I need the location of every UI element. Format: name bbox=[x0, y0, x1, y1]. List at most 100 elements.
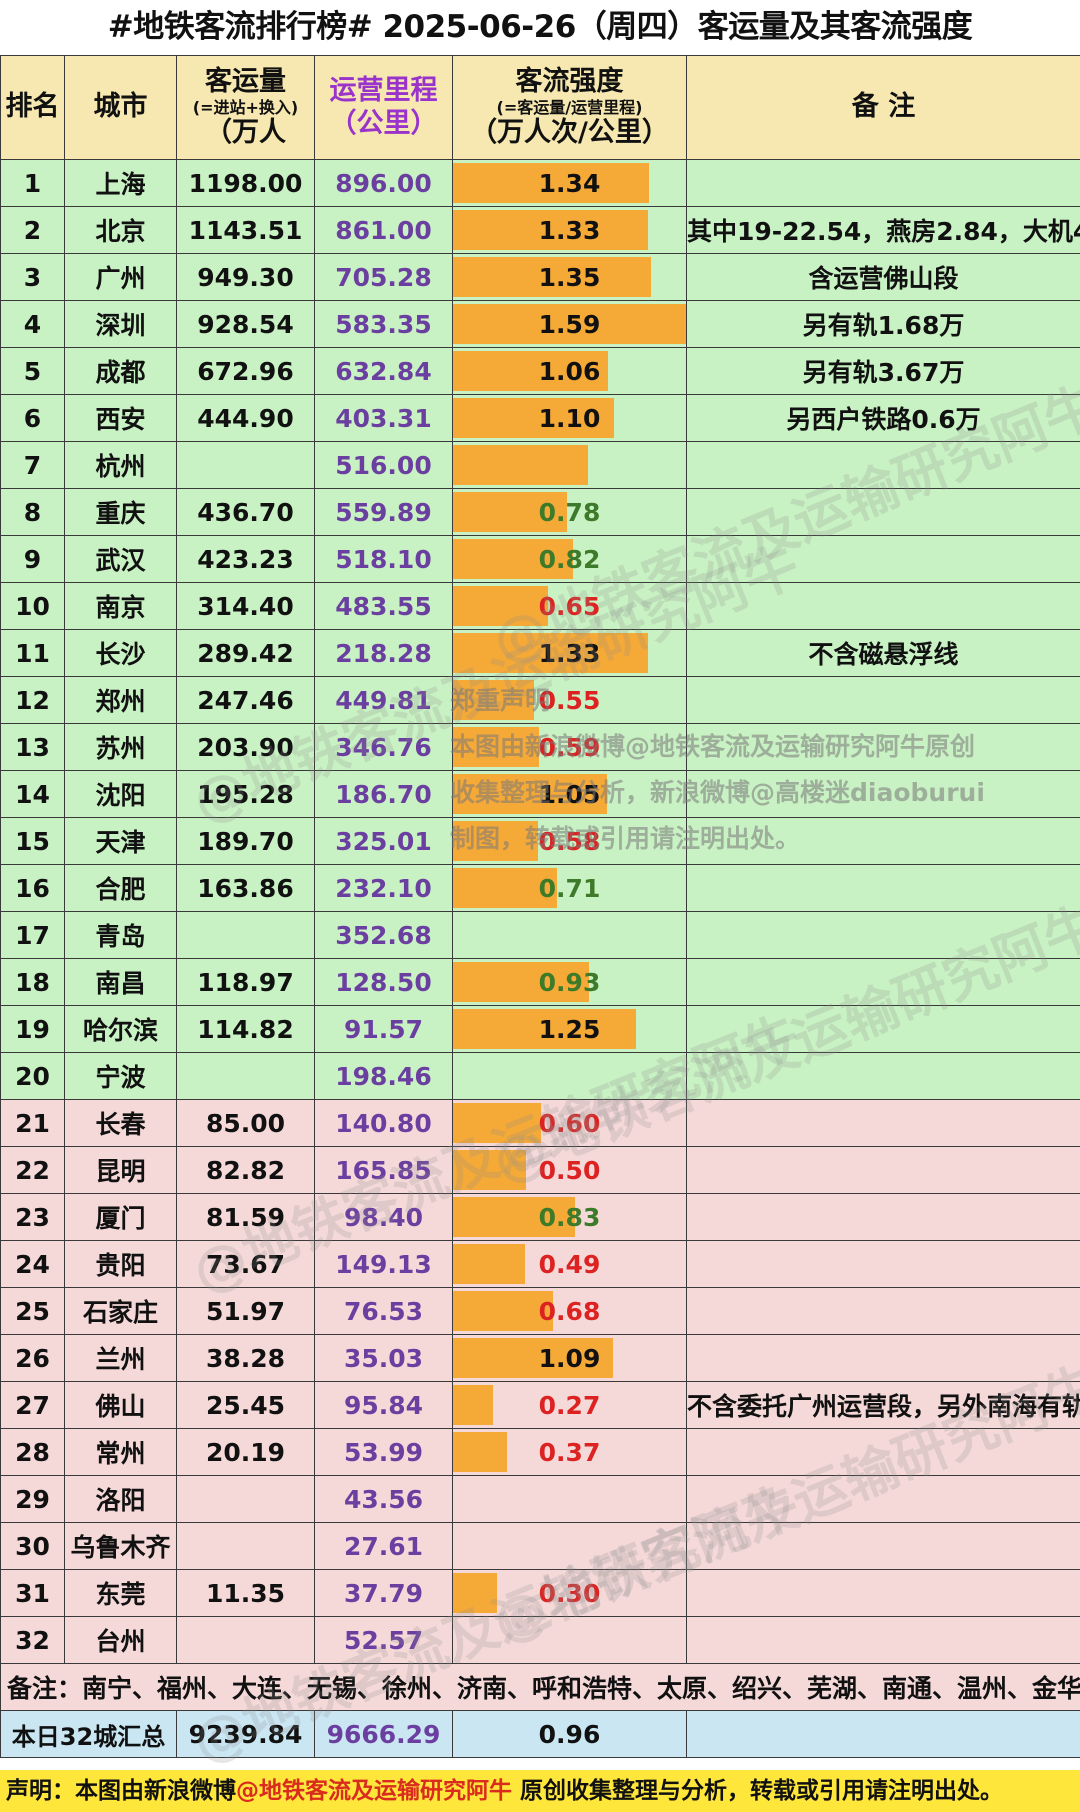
table-row: 6 西安 444.90 403.31 1.10 另西户铁路0.6万 bbox=[0, 394, 1080, 442]
ridership-cell: 672.96 bbox=[176, 347, 315, 395]
km-cell: 516.00 bbox=[314, 441, 453, 489]
table-row: 1 上海 1198.00 896.00 1.34 bbox=[0, 159, 1080, 207]
rank-cell: 30 bbox=[0, 1522, 65, 1570]
city-cell: 哈尔滨 bbox=[64, 1005, 177, 1053]
intensity-value: 0.83 bbox=[538, 1202, 601, 1232]
city-cell: 成都 bbox=[64, 347, 177, 395]
rank-cell: 3 bbox=[0, 253, 65, 301]
intensity-value: 0.58 bbox=[538, 826, 601, 856]
rank-cell: 29 bbox=[0, 1475, 65, 1523]
intensity-bar bbox=[453, 1432, 507, 1472]
ridership-cell bbox=[176, 911, 315, 959]
rank-cell: 21 bbox=[0, 1099, 65, 1147]
note-cell bbox=[686, 488, 1080, 536]
header-intensity: 客流强度 (=客运量/运营里程) （万人次/公里） bbox=[452, 55, 687, 160]
rank-cell: 7 bbox=[0, 441, 65, 489]
intensity-cell: 0.65 bbox=[452, 582, 687, 630]
rank-cell: 23 bbox=[0, 1193, 65, 1241]
km-cell: 861.00 bbox=[314, 206, 453, 254]
intensity-cell bbox=[452, 1522, 687, 1570]
km-cell: 559.89 bbox=[314, 488, 453, 536]
km-cell: 352.68 bbox=[314, 911, 453, 959]
ridership-cell: 1198.00 bbox=[176, 159, 315, 207]
intensity-cell: 0.50 bbox=[452, 1146, 687, 1194]
km-cell: 449.81 bbox=[314, 676, 453, 724]
note-cell bbox=[686, 958, 1080, 1006]
intensity-value: 0.65 bbox=[538, 591, 601, 621]
city-cell: 青岛 bbox=[64, 911, 177, 959]
note-cell bbox=[686, 1052, 1080, 1100]
intensity-cell: 0.71 bbox=[452, 864, 687, 912]
intensity-cell: 1.06 bbox=[452, 347, 687, 395]
intensity-value: 0.50 bbox=[538, 1155, 601, 1185]
intensity-cell: 0.68 bbox=[452, 1287, 687, 1335]
ridership-cell: 195.28 bbox=[176, 770, 315, 818]
rank-cell: 2 bbox=[0, 206, 65, 254]
city-cell: 东莞 bbox=[64, 1569, 177, 1617]
intensity-cell: 1.09 bbox=[452, 1334, 687, 1382]
intensity-bar bbox=[453, 962, 589, 1002]
rank-cell: 4 bbox=[0, 300, 65, 348]
table-row: 17 青岛 352.68 bbox=[0, 911, 1080, 959]
total-ridership: 9239.84 bbox=[176, 1710, 315, 1758]
intensity-value: 0.71 bbox=[538, 873, 601, 903]
city-cell: 贵阳 bbox=[64, 1240, 177, 1288]
intensity-value: 0.27 bbox=[538, 1390, 601, 1420]
intensity-bar bbox=[453, 1244, 525, 1284]
table-row: 31 东莞 11.35 37.79 0.30 bbox=[0, 1569, 1080, 1617]
km-cell: 632.84 bbox=[314, 347, 453, 395]
km-cell: 483.55 bbox=[314, 582, 453, 630]
ridership-cell: 51.97 bbox=[176, 1287, 315, 1335]
city-cell: 郑州 bbox=[64, 676, 177, 724]
city-cell: 重庆 bbox=[64, 488, 177, 536]
city-cell: 杭州 bbox=[64, 441, 177, 489]
intensity-cell: 0.58 bbox=[452, 817, 687, 865]
rank-cell: 13 bbox=[0, 723, 65, 771]
footer-suffix: 原创收集整理与分析，转载或引用请注明出处。 bbox=[512, 1778, 1004, 1804]
intensity-value: 1.59 bbox=[538, 309, 601, 339]
intensity-cell: 0.37 bbox=[452, 1428, 687, 1476]
intensity-bar bbox=[453, 633, 648, 673]
city-cell: 合肥 bbox=[64, 864, 177, 912]
intensity-cell: 0.78 bbox=[452, 488, 687, 536]
intensity-bar bbox=[453, 1150, 526, 1190]
table-row: 21 长春 85.00 140.80 0.60 bbox=[0, 1099, 1080, 1147]
ridership-cell: 423.23 bbox=[176, 535, 315, 583]
city-cell: 厦门 bbox=[64, 1193, 177, 1241]
note-cell bbox=[686, 1522, 1080, 1570]
ridership-cell: 1143.51 bbox=[176, 206, 315, 254]
city-cell: 西安 bbox=[64, 394, 177, 442]
table-row: 3 广州 949.30 705.28 1.35 含运营佛山段 bbox=[0, 253, 1080, 301]
city-cell: 洛阳 bbox=[64, 1475, 177, 1523]
city-cell: 常州 bbox=[64, 1428, 177, 1476]
note-cell: 不含委托广州运营段，另外南海有轨2.17万 bbox=[686, 1381, 1080, 1429]
table-row: 2 北京 1143.51 861.00 1.33 其中19-22.54，燕房2.84，大机… bbox=[0, 206, 1080, 254]
ridership-cell: 436.70 bbox=[176, 488, 315, 536]
table-row: 20 宁波 198.46 bbox=[0, 1052, 1080, 1100]
rank-cell: 15 bbox=[0, 817, 65, 865]
intensity-value: 1.33 bbox=[538, 215, 601, 245]
total-km: 9666.29 bbox=[314, 1710, 453, 1758]
page-title: #地铁客流排行榜# 2025-06-26（周四）客运量及其客流强度 bbox=[0, 0, 1080, 54]
rank-cell: 1 bbox=[0, 159, 65, 207]
intensity-cell bbox=[452, 1475, 687, 1523]
city-cell: 南京 bbox=[64, 582, 177, 630]
rank-cell: 28 bbox=[0, 1428, 65, 1476]
intensity-value: 0.93 bbox=[538, 967, 601, 997]
city-cell: 台州 bbox=[64, 1616, 177, 1664]
table-row: 14 沈阳 195.28 186.70 1.05 bbox=[0, 770, 1080, 818]
table-row: 9 武汉 423.23 518.10 0.82 bbox=[0, 535, 1080, 583]
total-note bbox=[686, 1710, 1080, 1758]
km-cell: 52.57 bbox=[314, 1616, 453, 1664]
km-cell: 403.31 bbox=[314, 394, 453, 442]
intensity-bar bbox=[453, 774, 607, 814]
city-cell: 上海 bbox=[64, 159, 177, 207]
intensity-cell bbox=[452, 441, 687, 489]
km-cell: 98.40 bbox=[314, 1193, 453, 1241]
ridership-cell bbox=[176, 1522, 315, 1570]
table-row: 8 重庆 436.70 559.89 0.78 bbox=[0, 488, 1080, 536]
intensity-value: 1.25 bbox=[538, 1014, 601, 1044]
table-row: 4 深圳 928.54 583.35 1.59 另有轨1.68万 bbox=[0, 300, 1080, 348]
intensity-cell: 0.93 bbox=[452, 958, 687, 1006]
ridership-cell bbox=[176, 1052, 315, 1100]
